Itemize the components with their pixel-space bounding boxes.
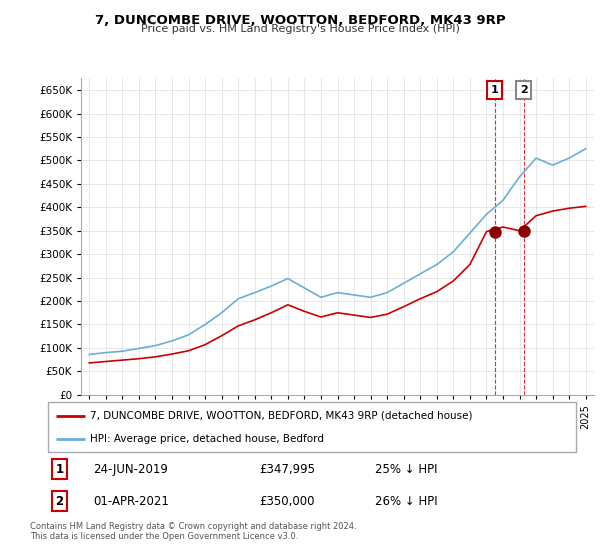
Text: 1: 1 [491, 85, 499, 95]
Text: 26% ↓ HPI: 26% ↓ HPI [376, 494, 438, 508]
FancyBboxPatch shape [48, 402, 576, 452]
Text: HPI: Average price, detached house, Bedford: HPI: Average price, detached house, Bedf… [90, 434, 324, 444]
Text: £350,000: £350,000 [259, 494, 315, 508]
Text: 24-JUN-2019: 24-JUN-2019 [93, 463, 168, 475]
Text: Contains HM Land Registry data © Crown copyright and database right 2024.
This d: Contains HM Land Registry data © Crown c… [30, 522, 356, 542]
Text: 25% ↓ HPI: 25% ↓ HPI [376, 463, 438, 475]
Text: 2: 2 [520, 85, 527, 95]
Text: £347,995: £347,995 [259, 463, 315, 475]
Text: Price paid vs. HM Land Registry's House Price Index (HPI): Price paid vs. HM Land Registry's House … [140, 24, 460, 34]
Text: 7, DUNCOMBE DRIVE, WOOTTON, BEDFORD, MK43 9RP (detached house): 7, DUNCOMBE DRIVE, WOOTTON, BEDFORD, MK4… [90, 410, 473, 421]
Text: 7, DUNCOMBE DRIVE, WOOTTON, BEDFORD, MK43 9RP: 7, DUNCOMBE DRIVE, WOOTTON, BEDFORD, MK4… [95, 14, 505, 27]
Text: 2: 2 [56, 494, 64, 508]
Text: 1: 1 [56, 463, 64, 475]
Text: 01-APR-2021: 01-APR-2021 [93, 494, 169, 508]
